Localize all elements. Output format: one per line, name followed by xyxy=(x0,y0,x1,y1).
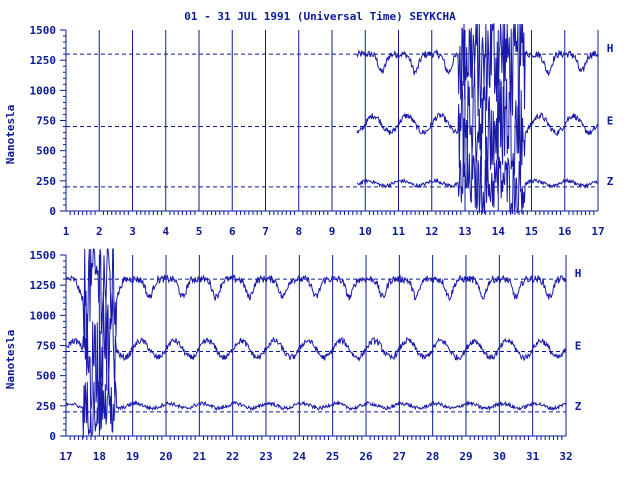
y-tick-label: 1250 xyxy=(30,279,57,292)
component-label-Z: Z xyxy=(575,400,582,413)
y-tick-label: 0 xyxy=(49,430,56,443)
x-tick-label: 2 xyxy=(96,225,103,238)
x-tick-label: 17 xyxy=(59,450,72,463)
trace-E xyxy=(356,64,599,186)
x-tick-label: 32 xyxy=(559,450,572,463)
y-axis-label: Nanotesla xyxy=(4,330,17,390)
x-tick-label: 3 xyxy=(129,225,136,238)
x-tick-label: 30 xyxy=(493,450,506,463)
y-tick-label: 1500 xyxy=(30,249,57,262)
component-label-E: E xyxy=(575,340,582,353)
panel-17-32: 17 18 19 20 21 22 23 24 25 26 27 28 29 30 31 32 0 250 500 7… xyxy=(4,248,582,463)
component-label-E: E xyxy=(607,115,614,128)
y-tick-label: 1500 xyxy=(30,24,57,37)
x-tick-label: 17 xyxy=(591,225,604,238)
chart-title: 01 - 31 JUL 1991 (Universal Time) SEYKCH… xyxy=(184,10,456,23)
x-tick-label: 27 xyxy=(393,450,406,463)
component-label-H: H xyxy=(575,267,582,280)
y-tick-label: 250 xyxy=(36,175,56,188)
x-tick-label: 15 xyxy=(525,225,538,238)
trace-H xyxy=(65,248,567,343)
x-tick-label: 8 xyxy=(295,225,302,238)
x-tick-label: 6 xyxy=(229,225,236,238)
trace-E xyxy=(65,291,567,410)
trace-H xyxy=(356,23,599,117)
trace-Z xyxy=(65,375,567,439)
x-tick-label: 29 xyxy=(459,450,472,463)
x-tick-label: 20 xyxy=(159,450,172,463)
x-tick-label: 7 xyxy=(262,225,269,238)
y-axis-label: Nanotesla xyxy=(4,105,17,165)
x-tick-label: 25 xyxy=(326,450,339,463)
x-tick-label: 28 xyxy=(426,450,439,463)
x-tick-label: 13 xyxy=(458,225,471,238)
y-tick-label: 750 xyxy=(36,340,56,353)
y-tick-label: 250 xyxy=(36,400,56,413)
trace-Z xyxy=(356,152,599,216)
x-tick-label: 14 xyxy=(492,225,506,238)
x-tick-label: 11 xyxy=(392,225,406,238)
x-tick-label: 18 xyxy=(93,450,106,463)
y-tick-label: 1000 xyxy=(30,309,57,322)
x-tick-label: 9 xyxy=(329,225,336,238)
x-tick-label: 4 xyxy=(162,225,169,238)
x-tick-label: 23 xyxy=(259,450,272,463)
x-tick-label: 31 xyxy=(526,450,540,463)
component-label-Z: Z xyxy=(607,175,614,188)
y-tick-label: 750 xyxy=(36,115,56,128)
x-tick-label: 24 xyxy=(293,450,307,463)
x-tick-label: 12 xyxy=(425,225,438,238)
y-tick-label: 0 xyxy=(49,205,56,218)
y-tick-label: 500 xyxy=(36,145,56,158)
x-tick-label: 5 xyxy=(196,225,203,238)
x-tick-label: 19 xyxy=(126,450,139,463)
y-tick-label: 1250 xyxy=(30,54,57,67)
panel-1-17: 1 2 3 4 5 6 7 8 9 10 11 12 13 14 15 16 17025050075010001… xyxy=(4,23,614,238)
x-tick-label: 1 xyxy=(63,225,70,238)
x-tick-label: 16 xyxy=(558,225,572,238)
x-tick-label: 26 xyxy=(359,450,373,463)
y-tick-label: 1000 xyxy=(30,84,57,97)
x-tick-label: 21 xyxy=(193,450,207,463)
x-tick-label: 22 xyxy=(226,450,239,463)
component-label-H: H xyxy=(607,42,614,55)
y-tick-label: 500 xyxy=(36,370,56,383)
x-tick-label: 10 xyxy=(359,225,372,238)
